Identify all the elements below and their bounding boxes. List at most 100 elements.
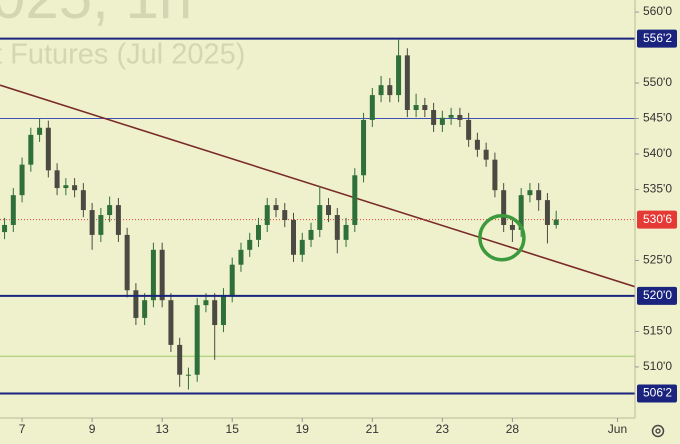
candle-body xyxy=(107,205,113,216)
watermark-symbol: 025, 1h xyxy=(0,0,192,31)
candle-body xyxy=(89,210,95,235)
candle-body xyxy=(334,215,340,240)
candle-body xyxy=(396,55,402,96)
last-price-label: 530'6 xyxy=(643,212,672,226)
candle-body xyxy=(483,149,489,160)
gear-inner[interactable] xyxy=(655,428,661,434)
candle-body xyxy=(194,305,200,375)
candle-body xyxy=(448,114,454,118)
candle-body xyxy=(308,229,314,240)
candle-body xyxy=(185,374,191,376)
candle-body xyxy=(527,190,533,196)
level-label-box xyxy=(637,286,677,305)
candle-body xyxy=(352,175,358,225)
candle-body xyxy=(457,114,463,120)
candle-body xyxy=(229,264,235,296)
candle-body xyxy=(124,234,130,291)
circle-annotation xyxy=(478,213,526,262)
candle-body xyxy=(98,215,104,235)
x-tick-label: 15 xyxy=(226,422,240,436)
y-tick-label: 515'0 xyxy=(643,324,672,338)
candle-body xyxy=(282,210,288,220)
candle-body xyxy=(544,200,550,225)
y-tick-label: 545'0 xyxy=(643,111,672,125)
candle-body xyxy=(19,164,25,196)
gear-outer[interactable] xyxy=(651,424,665,438)
watermark: 025, 1h t Futures (Jul 2025) xyxy=(0,0,245,71)
candle-body xyxy=(264,205,270,225)
y-tick-label: 525'0 xyxy=(643,253,672,267)
candle-body xyxy=(212,300,218,326)
candle-body xyxy=(431,110,437,125)
candle-body xyxy=(553,219,559,225)
candle-body xyxy=(168,300,174,345)
y-tick-label: 550'0 xyxy=(643,75,672,89)
axes: 560'0 550'0 545'0 540'0 535'0 525'0 515'0 510'0… xyxy=(19,4,677,436)
candle-body xyxy=(220,295,226,326)
candle-body xyxy=(247,239,253,250)
candle-body xyxy=(317,205,323,230)
candle-body xyxy=(255,224,261,240)
candle-body xyxy=(63,185,69,189)
x-tick-label: 21 xyxy=(366,422,380,436)
plot-area xyxy=(0,37,635,395)
x-tick-label: 23 xyxy=(436,422,450,436)
candle-body xyxy=(387,85,393,96)
y-tick-label: 510'0 xyxy=(643,359,672,373)
settings-icon[interactable] xyxy=(651,424,665,438)
candle-body xyxy=(474,139,480,150)
level-label-box xyxy=(637,29,677,48)
candle-body xyxy=(142,300,148,318)
candle-body xyxy=(343,224,349,240)
candle-body xyxy=(536,190,542,201)
candle-body xyxy=(238,249,244,265)
candle-body xyxy=(509,224,515,230)
y-tick-label: 535'0 xyxy=(643,182,672,196)
candle-body xyxy=(159,249,165,301)
candle-body xyxy=(37,127,43,135)
x-tick-label: 28 xyxy=(506,422,520,436)
candle-body xyxy=(378,85,384,96)
candle-body xyxy=(291,220,297,255)
candle-body xyxy=(133,290,139,318)
candle-body xyxy=(466,119,472,140)
x-tick-label: 19 xyxy=(296,422,310,436)
level-label-box xyxy=(637,384,677,403)
candle-body xyxy=(10,195,16,225)
candle-body xyxy=(203,300,209,306)
candle-body xyxy=(28,134,34,165)
candle-body xyxy=(273,205,279,211)
candle-body xyxy=(326,205,332,216)
candle-body xyxy=(54,170,60,189)
candle-body xyxy=(150,249,156,301)
level-label: 556'2 xyxy=(643,31,672,45)
candle-body xyxy=(115,205,121,235)
candle-body xyxy=(369,95,375,120)
candle-body xyxy=(299,239,305,255)
candle-body xyxy=(413,105,419,110)
candle-body xyxy=(518,195,524,230)
x-tick-label: 13 xyxy=(155,422,169,436)
candle-body xyxy=(45,127,51,171)
level-label: 506'2 xyxy=(643,386,672,400)
candle-body xyxy=(177,344,183,375)
candle-body xyxy=(404,55,410,110)
candle-body xyxy=(501,190,507,225)
candle-body xyxy=(422,105,428,110)
level-label: 520'0 xyxy=(643,288,672,302)
candle-body xyxy=(439,117,445,125)
candle-body xyxy=(80,190,86,211)
candle-body xyxy=(2,224,8,233)
trendline xyxy=(0,84,635,288)
x-tick-label: 9 xyxy=(89,422,96,436)
last-price-box xyxy=(637,210,677,229)
x-tick-label: 7 xyxy=(19,422,26,436)
y-tick-label: 560'0 xyxy=(643,4,672,18)
candle-body xyxy=(492,159,498,191)
watermark-name: t Futures (Jul 2025) xyxy=(0,39,245,71)
x-tick-label: Jun xyxy=(608,422,627,436)
candle-body xyxy=(72,185,78,191)
